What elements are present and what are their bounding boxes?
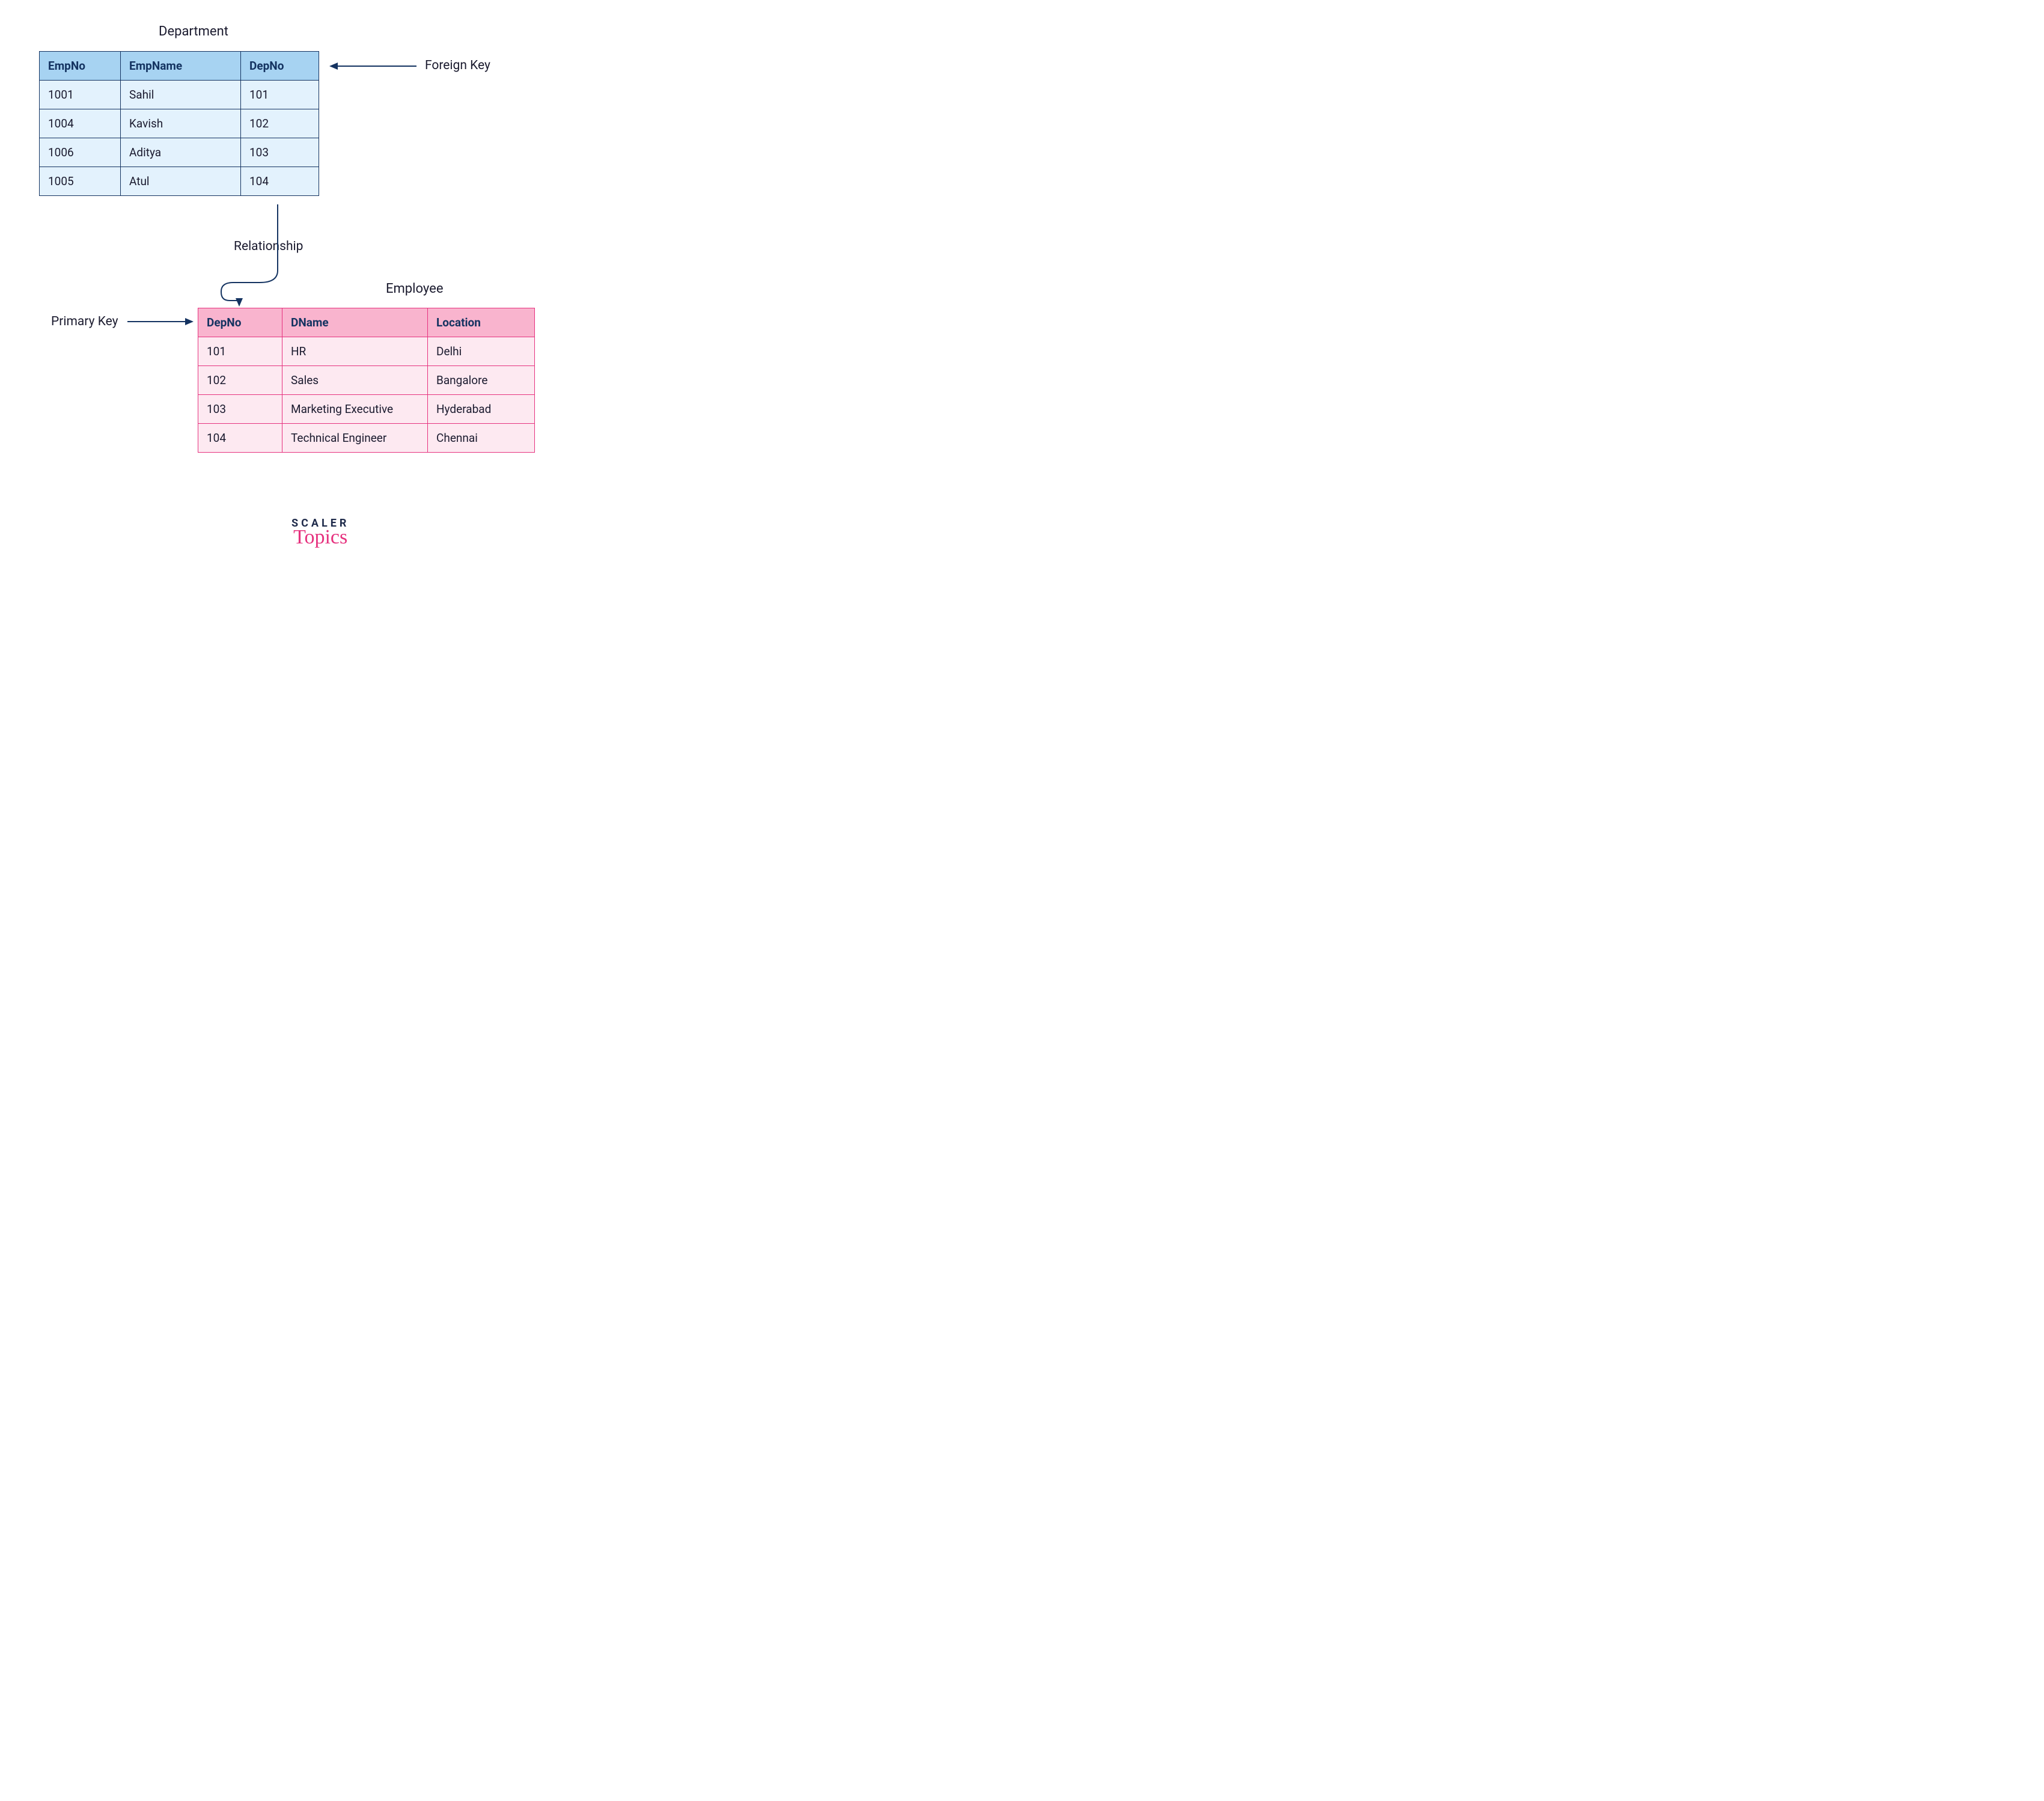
table-cell: 101 [241, 81, 319, 109]
table-row: 1005Atul104 [40, 167, 319, 196]
logo-line2: Topics [291, 526, 349, 549]
table-row: 103Marketing ExecutiveHyderabad [198, 395, 535, 424]
table-cell: 102 [241, 109, 319, 138]
table-row: 102SalesBangalore [198, 366, 535, 395]
table-row: 1004Kavish102 [40, 109, 319, 138]
table-cell: 102 [198, 366, 282, 395]
table-cell: Kavish [121, 109, 241, 138]
table-cell: HR [282, 337, 428, 366]
column-header: DepNo [198, 308, 282, 337]
column-header: DName [282, 308, 428, 337]
table-cell: 1005 [40, 167, 121, 196]
foreign-key-label: Foreign Key [425, 58, 490, 73]
column-header: EmpName [121, 52, 241, 81]
table-row: 1001Sahil101 [40, 81, 319, 109]
scaler-topics-logo: SCALER Topics [291, 517, 349, 549]
employee-table-title: Employee [386, 281, 444, 296]
relationship-label: Relationship [234, 239, 303, 254]
table-cell: 104 [198, 424, 282, 453]
table-cell: 103 [198, 395, 282, 424]
table-header-row: EmpNoEmpNameDepNo [40, 52, 319, 81]
table-cell: 1001 [40, 81, 121, 109]
table-cell: 104 [241, 167, 319, 196]
table-cell: 103 [241, 138, 319, 167]
diagram-container: Department EmpNoEmpNameDepNo 1001Sahil10… [0, 0, 682, 601]
table-header-row: DepNoDNameLocation [198, 308, 535, 337]
column-header: Location [428, 308, 535, 337]
table-cell: Marketing Executive [282, 395, 428, 424]
table-cell: Chennai [428, 424, 535, 453]
column-header: EmpNo [40, 52, 121, 81]
department-table-title: Department [159, 24, 228, 39]
table-row: 1006Aditya103 [40, 138, 319, 167]
column-header: DepNo [241, 52, 319, 81]
table-cell: Hyderabad [428, 395, 535, 424]
primary-key-label: Primary Key [51, 314, 118, 329]
table-cell: Technical Engineer [282, 424, 428, 453]
table-cell: Aditya [121, 138, 241, 167]
employee-table: DepNoDNameLocation 101HRDelhi102SalesBan… [198, 308, 535, 453]
table-cell: Sahil [121, 81, 241, 109]
table-cell: 1006 [40, 138, 121, 167]
table-cell: Bangalore [428, 366, 535, 395]
table-cell: 1004 [40, 109, 121, 138]
table-cell: 101 [198, 337, 282, 366]
table-row: 104Technical EngineerChennai [198, 424, 535, 453]
table-row: 101HRDelhi [198, 337, 535, 366]
table-cell: Atul [121, 167, 241, 196]
table-cell: Sales [282, 366, 428, 395]
table-cell: Delhi [428, 337, 535, 366]
department-table: EmpNoEmpNameDepNo 1001Sahil1011004Kavish… [39, 51, 319, 196]
